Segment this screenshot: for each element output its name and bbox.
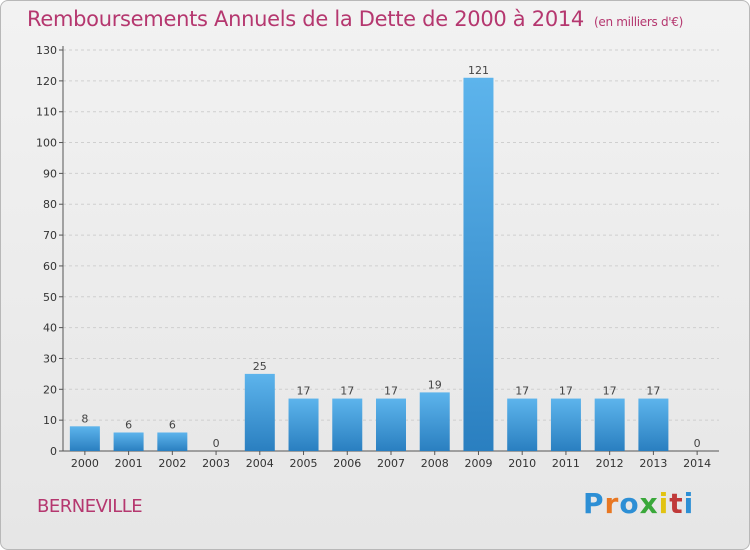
x-tick-label-2001: 2001 bbox=[115, 457, 143, 470]
data-label-2011: 17 bbox=[559, 385, 573, 398]
bar-2006 bbox=[332, 398, 363, 451]
x-tick-label-2013: 2013 bbox=[639, 457, 667, 470]
y-tick-label: 40 bbox=[43, 322, 57, 335]
y-tick-label: 110 bbox=[36, 106, 57, 119]
data-label-2010: 17 bbox=[515, 385, 529, 398]
logo-letter: P bbox=[583, 487, 605, 520]
bar-2002 bbox=[157, 432, 188, 451]
bar-2001 bbox=[113, 432, 144, 451]
x-tick-label-2002: 2002 bbox=[158, 457, 186, 470]
y-tick-label: 60 bbox=[43, 260, 57, 273]
x-tick-label-2006: 2006 bbox=[333, 457, 361, 470]
logo-letter: t bbox=[669, 487, 684, 520]
data-label-2001: 6 bbox=[125, 418, 132, 431]
x-tick-label-2014: 2014 bbox=[683, 457, 711, 470]
x-tick-label-2011: 2011 bbox=[552, 457, 580, 470]
commune-name: BERNEVILLE bbox=[37, 496, 143, 517]
bar-2012 bbox=[594, 398, 625, 451]
data-label-2014: 0 bbox=[694, 437, 701, 450]
bar-2007 bbox=[376, 398, 406, 451]
bar-2000 bbox=[69, 426, 100, 451]
x-tick-label-2003: 2003 bbox=[202, 457, 230, 470]
data-label-2002: 6 bbox=[169, 418, 176, 431]
y-tick-label: 120 bbox=[36, 75, 57, 88]
y-tick-label: 130 bbox=[36, 44, 57, 57]
x-tick-label-2007: 2007 bbox=[377, 457, 405, 470]
x-tick-label-2004: 2004 bbox=[246, 457, 274, 470]
y-tick-label: 100 bbox=[36, 137, 57, 150]
bar-2011 bbox=[550, 398, 581, 451]
data-label-2000: 8 bbox=[81, 412, 88, 425]
x-tick-label-2005: 2005 bbox=[290, 457, 318, 470]
bar-2009 bbox=[463, 77, 494, 451]
data-label-2005: 17 bbox=[297, 385, 311, 398]
y-tick-label: 80 bbox=[43, 198, 57, 211]
data-label-2004: 25 bbox=[253, 360, 267, 373]
y-tick-label: 70 bbox=[43, 229, 57, 242]
chart-unit: (en milliers d'€) bbox=[594, 15, 684, 29]
y-tick-label: 50 bbox=[43, 291, 57, 304]
y-tick-label: 90 bbox=[43, 167, 57, 180]
x-tick-label-2009: 2009 bbox=[464, 457, 492, 470]
chart-title: Remboursements Annuels de la Dette de 20… bbox=[27, 7, 683, 31]
x-tick-label-2008: 2008 bbox=[421, 457, 449, 470]
y-tick-label: 0 bbox=[50, 445, 57, 458]
data-label-2006: 17 bbox=[340, 385, 354, 398]
bar-2008 bbox=[419, 392, 450, 451]
data-label-2003: 0 bbox=[213, 437, 220, 450]
x-tick-label-2012: 2012 bbox=[596, 457, 624, 470]
chart-title-text: Remboursements Annuels de la Dette de 20… bbox=[27, 7, 584, 31]
bar-2004 bbox=[244, 373, 275, 451]
x-tick-label-2010: 2010 bbox=[508, 457, 536, 470]
logo-letter: o bbox=[619, 487, 640, 520]
data-label-2009: 121 bbox=[468, 64, 489, 77]
data-label-2012: 17 bbox=[603, 385, 617, 398]
logo-letter: r bbox=[604, 487, 620, 520]
proxiti-logo: Proxiti bbox=[583, 487, 694, 520]
y-tick-label: 30 bbox=[43, 352, 57, 365]
logo-letter: x bbox=[639, 487, 659, 520]
logo-letter: i bbox=[683, 487, 695, 520]
data-label-2008: 19 bbox=[428, 378, 442, 391]
logo-letter: i bbox=[658, 487, 670, 520]
bar-2010 bbox=[507, 398, 538, 451]
data-label-2013: 17 bbox=[646, 385, 660, 398]
y-tick-label: 20 bbox=[43, 383, 57, 396]
data-label-2007: 17 bbox=[384, 385, 398, 398]
bar-2013 bbox=[638, 398, 669, 451]
x-tick-label-2000: 2000 bbox=[71, 457, 99, 470]
bar-2005 bbox=[288, 398, 319, 451]
y-tick-label: 10 bbox=[43, 414, 57, 427]
